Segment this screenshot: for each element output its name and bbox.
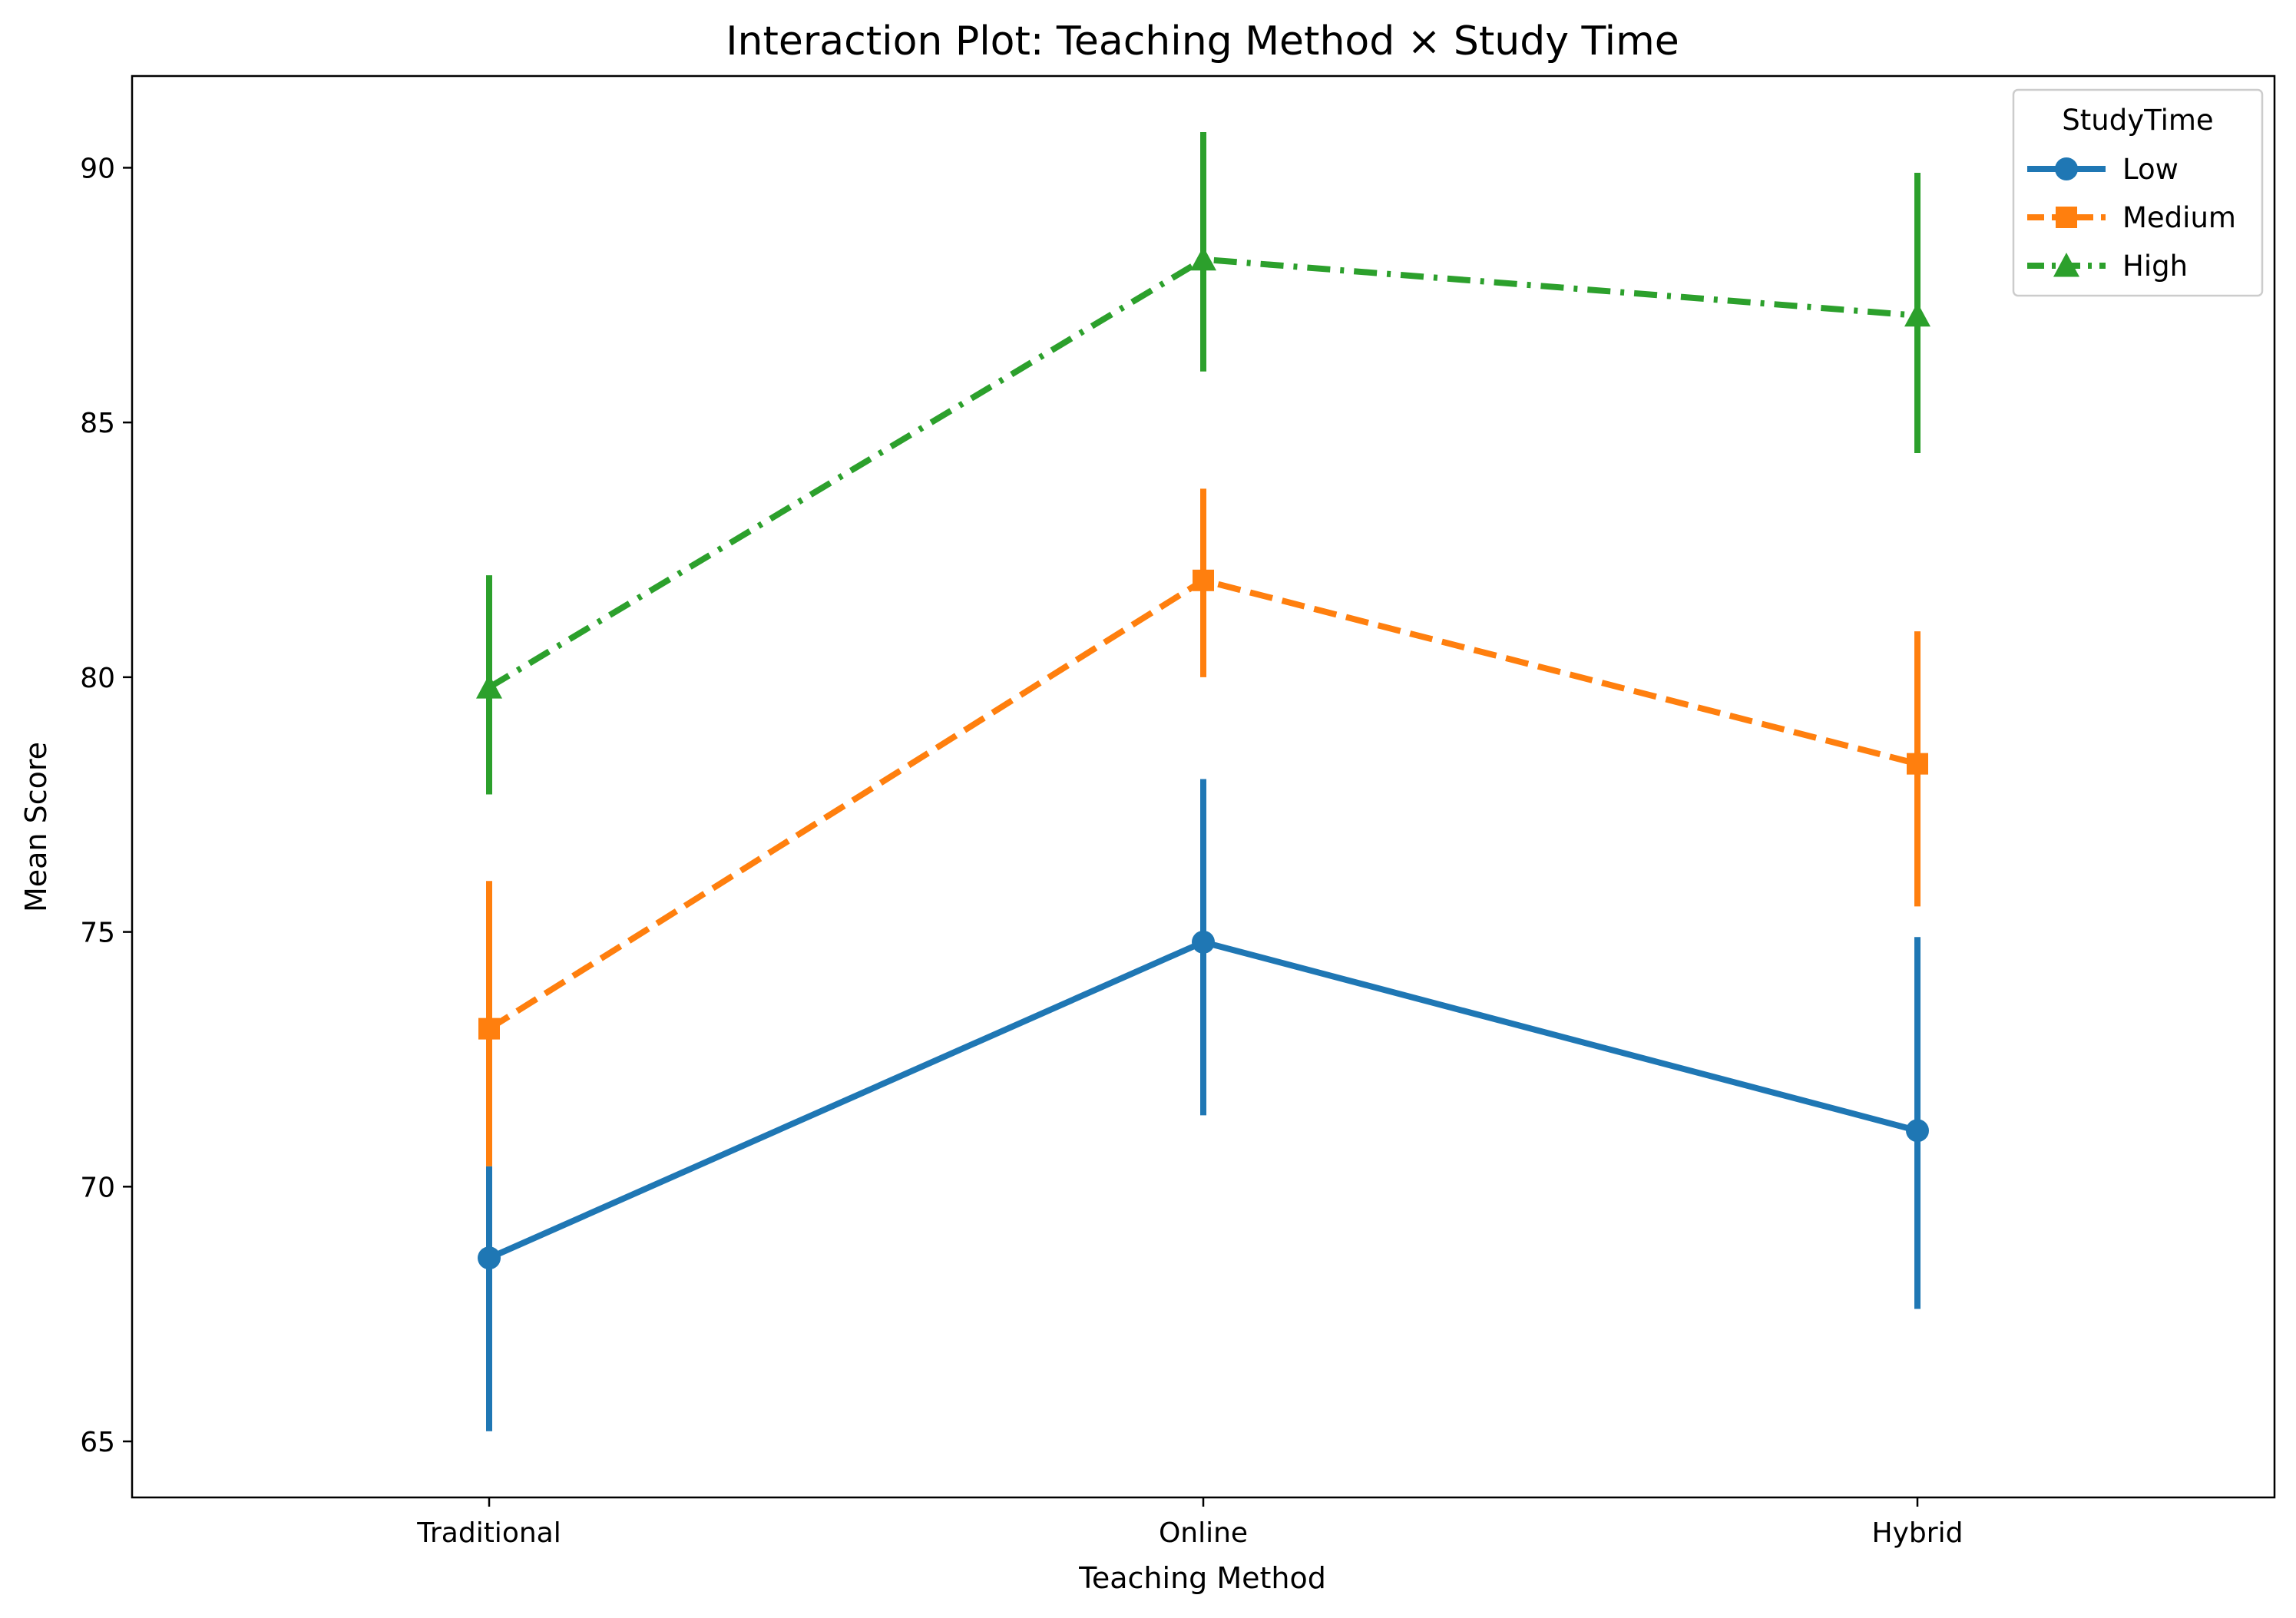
- data-point-medium: [478, 1017, 500, 1040]
- y-tick-label: 65: [80, 1427, 115, 1458]
- axes-frame: [131, 74, 2276, 1499]
- x-tick-label: Traditional: [416, 1517, 561, 1549]
- series-medium: [478, 488, 1928, 1166]
- data-point-high: [1190, 246, 1216, 271]
- y-tick-label: 70: [80, 1172, 115, 1203]
- legend-marker-medium: [2056, 207, 2077, 228]
- data-point-high: [1904, 302, 1930, 327]
- series-high: [476, 131, 1930, 795]
- y-tick-label: 80: [80, 663, 115, 694]
- data-point-low: [478, 1246, 501, 1270]
- data-point-high: [476, 674, 502, 699]
- plot-area: 65 70 75 80 85 90 Traditional Online Hybrid: [80, 74, 2276, 1549]
- legend-label-medium: Medium: [2122, 201, 2236, 234]
- y-tick-label: 75: [80, 918, 115, 949]
- data-point-medium: [1193, 569, 1214, 591]
- y-tick-label: 90: [80, 153, 115, 184]
- legend-marker-high: [2053, 253, 2079, 277]
- legend-marker-low: [2055, 157, 2078, 180]
- x-tick-label: Online: [1159, 1517, 1248, 1549]
- legend-label-low: Low: [2122, 153, 2179, 186]
- legend-label-high: High: [2122, 250, 2188, 283]
- y-axis-label: Mean Score: [19, 742, 53, 912]
- data-point-low: [1192, 930, 1215, 954]
- legend-title: StudyTime: [2062, 104, 2213, 137]
- data-point-low: [1906, 1119, 1929, 1143]
- data-point-medium: [1907, 753, 1928, 775]
- x-axis-label: Teaching Method: [1078, 1561, 1326, 1595]
- chart-title: Interaction Plot: Teaching Method × Stud…: [726, 18, 1679, 65]
- series-low: [478, 779, 1929, 1431]
- legend-box: [2012, 88, 2264, 297]
- y-tick-label: 85: [80, 408, 115, 439]
- x-tick-label: Hybrid: [1872, 1517, 1964, 1549]
- legend: StudyTime Low Medium High: [2012, 88, 2264, 297]
